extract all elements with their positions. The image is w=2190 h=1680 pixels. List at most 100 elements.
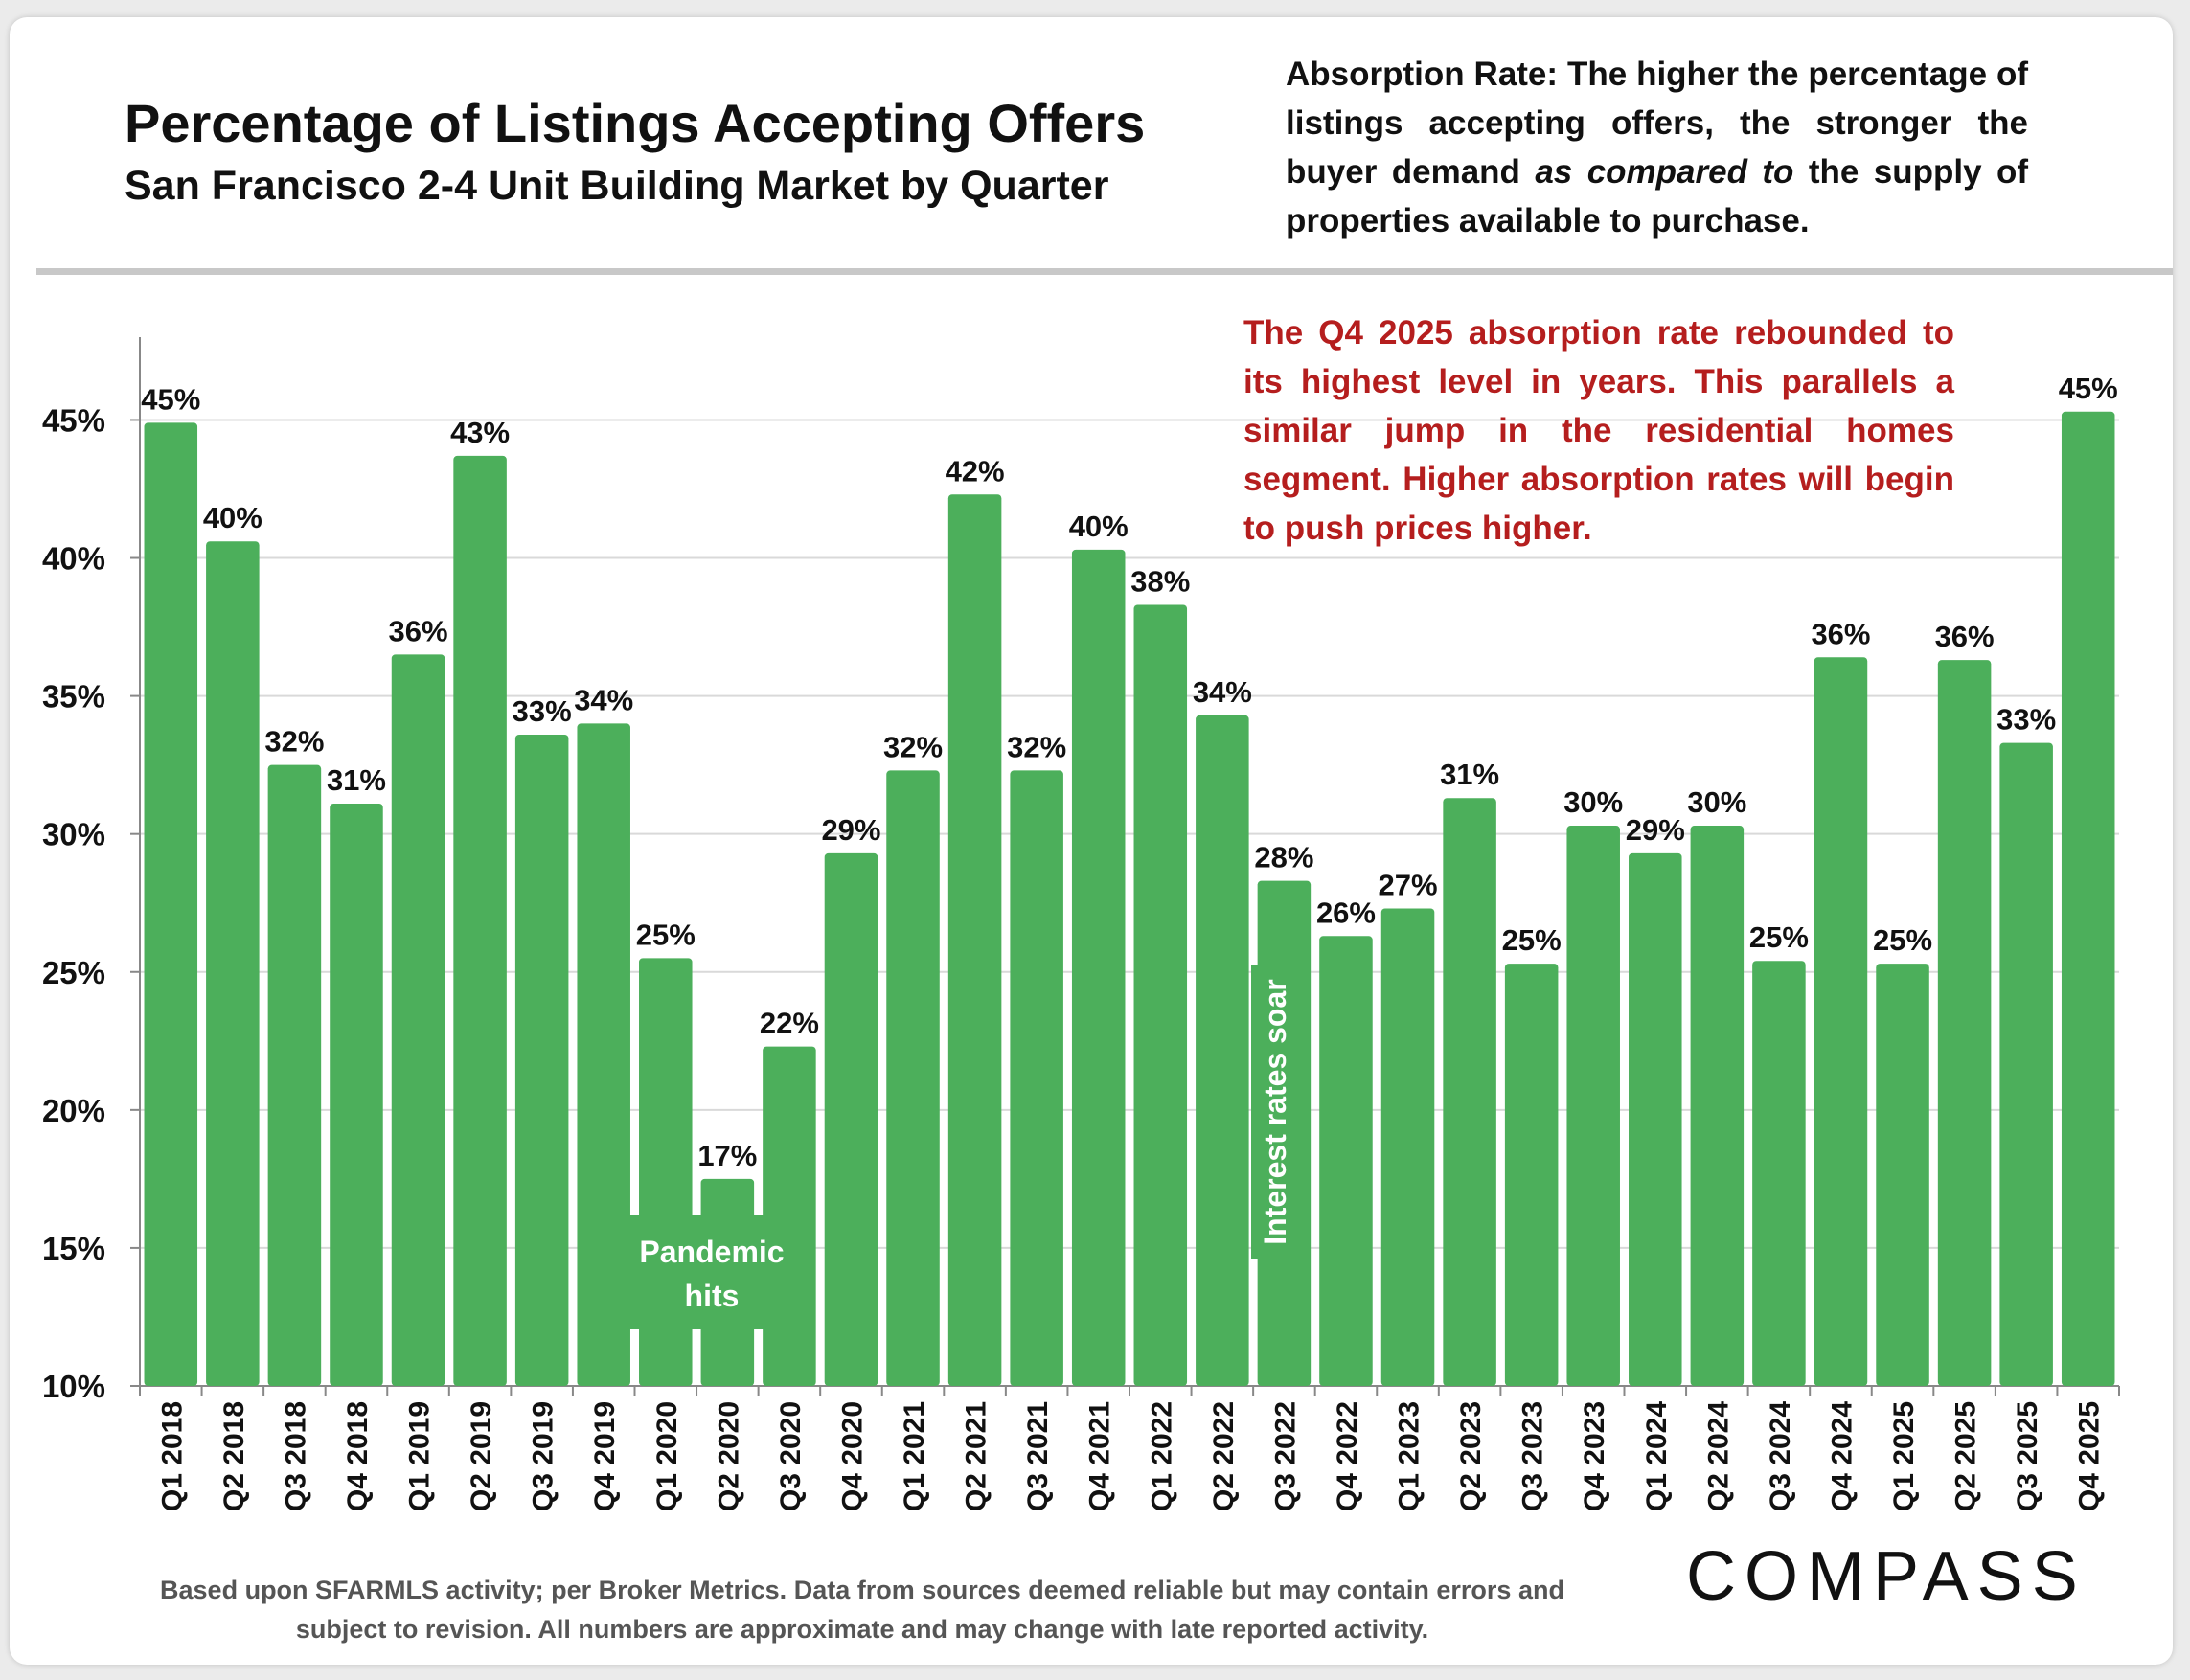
bar-value-label: 30% (1563, 785, 1623, 819)
x-tick-label: Q4 2019 (589, 1401, 621, 1511)
x-tick-label: Q4 2021 (1084, 1401, 1116, 1511)
definition-prefix: Absorption Rate: The higher the percenta… (1286, 56, 2028, 191)
bar-value-label: 31% (327, 763, 386, 797)
x-tick-label: Q3 2021 (1022, 1401, 1054, 1511)
bar-value-label: 38% (1130, 565, 1190, 599)
x-tick-label: Q2 2020 (713, 1401, 744, 1511)
bar-value-label: 27% (1379, 868, 1438, 901)
x-tick-label: Q3 2018 (280, 1401, 311, 1511)
bar (577, 723, 630, 1386)
bar (1443, 798, 1496, 1386)
bar-value-label: 29% (1626, 813, 1685, 847)
x-tick-label: Q1 2025 (1888, 1401, 1920, 1511)
bar (1999, 742, 2053, 1386)
x-tick-label: Q3 2025 (2012, 1401, 2043, 1511)
x-tick-label: Q2 2023 (1455, 1401, 1487, 1511)
x-tick-label: Q3 2020 (775, 1401, 807, 1511)
x-tick-label: Q3 2023 (1517, 1401, 1549, 1511)
x-tick-label: Q4 2025 (2074, 1401, 2106, 1511)
bar (1752, 961, 1806, 1386)
definition-emphasis: as compared to (1535, 153, 1794, 191)
bar-value-label: 36% (1811, 617, 1870, 650)
bar-value-label: 45% (2059, 372, 2118, 405)
compass-logo: COMPASS (1686, 1538, 2087, 1615)
bar-value-label: 25% (1502, 923, 1562, 957)
bar-value-label: 43% (450, 416, 510, 449)
y-tick-label: 15% (42, 1231, 105, 1266)
bar (1010, 770, 1063, 1386)
x-tick-label: Q3 2024 (1765, 1401, 1796, 1511)
x-tick-label: Q1 2024 (1641, 1401, 1673, 1511)
x-tick-label: Q4 2024 (1826, 1401, 1858, 1511)
bar (1196, 715, 1249, 1386)
x-tick-label: Q1 2022 (1146, 1401, 1177, 1511)
pandemic-annotation: Pandemic hits (623, 1215, 801, 1329)
bar (1937, 660, 1992, 1386)
interest-rates-annotation: Interest rates soar (1251, 965, 1299, 1259)
bar-value-label: 17% (697, 1139, 757, 1172)
bar-value-label: 32% (1007, 730, 1066, 763)
x-tick-label: Q2 2024 (1702, 1401, 1734, 1511)
x-tick-label: Q3 2022 (1269, 1401, 1301, 1511)
bar-value-label: 36% (389, 614, 448, 647)
x-tick-label: Q2 2019 (466, 1401, 497, 1511)
bar (330, 803, 383, 1386)
bar (1071, 549, 1126, 1386)
bar-value-label: 26% (1316, 896, 1376, 929)
x-tick-label: Q1 2023 (1394, 1401, 1426, 1511)
x-tick-label: Q2 2022 (1208, 1401, 1240, 1511)
bar-value-label: 25% (636, 918, 696, 951)
y-tick-label: 30% (42, 817, 105, 852)
y-tick-label: 45% (42, 402, 105, 438)
bar-value-label: 45% (141, 382, 200, 416)
bar (1876, 964, 1929, 1386)
bar (947, 494, 1002, 1386)
chart-title: Percentage of Listings Accepting Offers (125, 93, 1146, 153)
bar-value-label: 40% (1069, 510, 1129, 543)
bar-value-label: 34% (1193, 675, 1252, 709)
bar (453, 455, 507, 1386)
bar (267, 764, 322, 1386)
bar (144, 422, 198, 1386)
bar (514, 734, 569, 1386)
bar (1566, 826, 1620, 1386)
x-tick-label: Q1 2018 (156, 1401, 188, 1511)
bar-chart: 10% 15% 20% 25% 30% 35% 40% 45% 45% Q1 2018 40% Q2 … (42, 337, 2120, 1511)
bar (1380, 908, 1435, 1386)
bar (1629, 852, 1682, 1386)
bar-value-label: 33% (513, 694, 572, 728)
y-tick-label: 35% (42, 679, 105, 715)
bar-value-label: 32% (883, 730, 943, 763)
bar-value-label: 36% (1935, 620, 1995, 653)
absorption-rate-definition: Absorption Rate: The higher the percenta… (1286, 50, 2028, 245)
bar-value-label: 40% (203, 501, 262, 534)
x-tick-label: Q2 2021 (961, 1401, 992, 1511)
bar-value-label: 31% (1440, 758, 1499, 791)
q4-2025-note: The Q4 2025 absorption rate rebounded to… (1243, 314, 1954, 547)
x-tick-label: Q3 2019 (528, 1401, 559, 1511)
y-tick-label: 40% (42, 541, 105, 577)
x-tick-label: Q4 2022 (1332, 1401, 1363, 1511)
bar (1690, 826, 1745, 1386)
x-tick-label: Q4 2023 (1579, 1401, 1610, 1511)
y-tick-label: 20% (42, 1093, 105, 1128)
bar (1319, 936, 1373, 1386)
bar (2061, 411, 2115, 1387)
bar (886, 770, 940, 1386)
bar (391, 654, 445, 1386)
bar-value-label: 22% (760, 1007, 819, 1040)
x-tick-label: Q1 2020 (651, 1401, 683, 1511)
header-divider (36, 268, 2173, 275)
y-tick-label: 10% (42, 1369, 105, 1404)
source-footnote: Based upon SFARMLS activity; per Broker … (160, 1576, 1564, 1644)
bar-value-label: 32% (264, 725, 324, 759)
bar (1504, 964, 1559, 1386)
bar-value-label: 28% (1254, 841, 1313, 874)
chart-subtitle: San Francisco 2-4 Unit Building Market b… (125, 163, 1109, 209)
bar-value-label: 25% (1749, 920, 1809, 954)
x-tick-label: Q1 2021 (899, 1401, 930, 1511)
bar (1814, 657, 1868, 1386)
y-tick-label: 25% (42, 955, 105, 990)
bar-value-label: 42% (946, 454, 1005, 488)
x-tick-label: Q1 2019 (404, 1401, 436, 1511)
